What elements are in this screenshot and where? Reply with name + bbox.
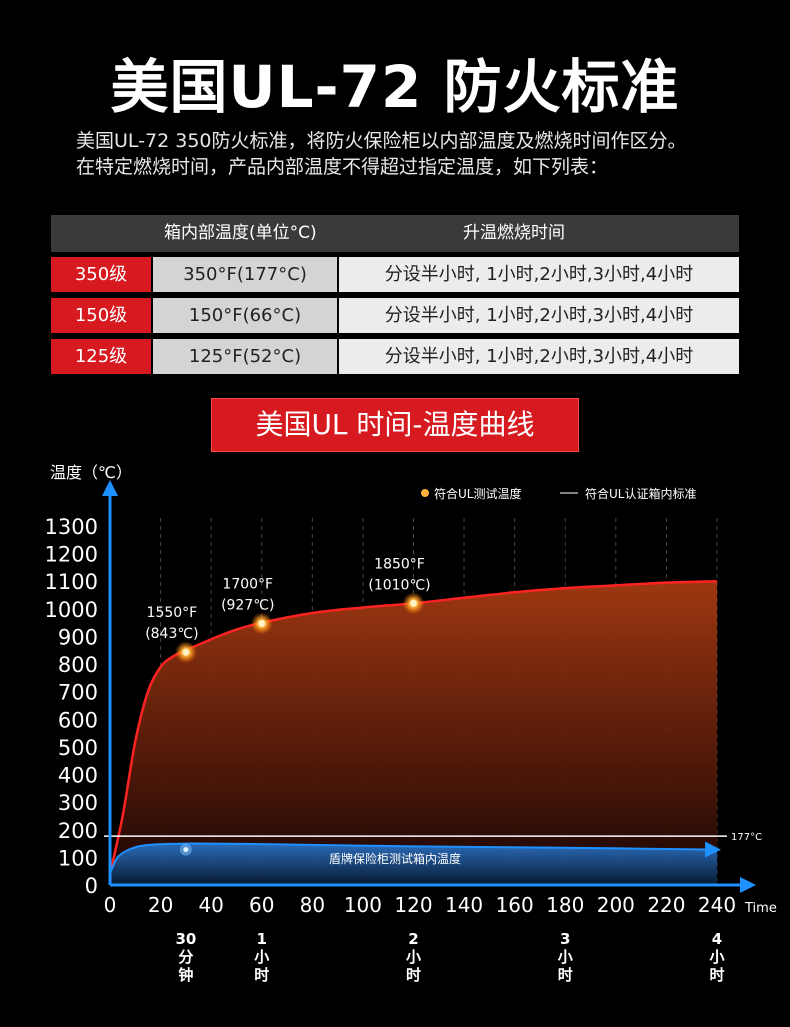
table-header-duration: 升温燃烧时间	[463, 223, 565, 243]
time-label-number: 30	[175, 930, 196, 948]
y-axis-arrow	[102, 480, 118, 496]
y-tick-label: 500	[58, 736, 98, 760]
intro-line-2: 在特定燃烧时间，产品内部温度不得超过指定温度，如下列表：	[76, 156, 609, 178]
inner-temp-area	[110, 843, 717, 885]
y-tick-label: 400	[58, 764, 98, 788]
y-tick-label: 1000	[45, 598, 98, 622]
time-label-unit: 小	[254, 948, 269, 966]
y-tick-label: 100	[58, 846, 98, 870]
table-row: 350级 350°F(177°C) 分设半小时, 1小时,2小时,3小时,4小时	[51, 257, 739, 292]
x-tick-label: 0	[104, 893, 117, 917]
threshold-label: 177°C	[731, 832, 762, 843]
y-tick-label: 0	[85, 874, 98, 898]
temp-cell: 350°F(177°C)	[153, 257, 337, 292]
time-label-unit: 时	[254, 966, 269, 984]
chart-banner: 美国UL 时间-温度曲线	[211, 398, 579, 452]
duration-cell: 分设半小时, 1小时,2小时,3小时,4小时	[339, 257, 739, 292]
inner-temp-line	[109, 841, 721, 875]
table-row: 125级 125°F(52°C) 分设半小时, 1小时,2小时,3小时,4小时	[51, 339, 739, 374]
time-label-unit: 钟	[178, 966, 193, 984]
annotation-label-f: 1700°F	[222, 576, 273, 592]
duration-cell: 分设半小时, 1小时,2小时,3小时,4小时	[339, 339, 739, 374]
level-cell: 150级	[51, 298, 151, 333]
x-axis-arrow	[740, 877, 756, 893]
x-tick-label: 200	[597, 893, 635, 917]
y-tick-label: 800	[58, 653, 98, 677]
time-label-unit: 时	[558, 966, 573, 984]
level-cell: 125级	[51, 339, 151, 374]
time-label-unit: 时	[709, 966, 724, 984]
inner-series-label: 盾牌保险柜测试箱内温度	[329, 851, 461, 866]
annotation-label-c: (843℃)	[145, 626, 198, 642]
legend-label-inner-standard: 符合UL认证箱内标准	[585, 486, 696, 501]
page-title: 美国UL-72 防火标准	[110, 53, 680, 121]
time-label-number: 3	[560, 930, 570, 948]
intro-text: 美国UL-72 350防火标准，将防火保险柜以内部温度及燃烧时间作区分。 在特定…	[76, 128, 776, 180]
y-tick-label: 1200	[45, 543, 98, 567]
y-tick-label: 700	[58, 681, 98, 705]
intro-line-1: 美国UL-72 350防火标准，将防火保险柜以内部温度及燃烧时间作区分。	[76, 130, 687, 152]
x-tick-label: 160	[496, 893, 534, 917]
annotation-label-c: (1010℃)	[368, 577, 430, 593]
time-label-number: 1	[257, 930, 267, 948]
annotation-label-f: 1850°F	[374, 556, 425, 572]
y-tick-label: 300	[58, 791, 98, 815]
x-tick-label: 180	[546, 893, 584, 917]
table-row: 150级 150°F(66°C) 分设半小时, 1小时,2小时,3小时,4小时	[51, 298, 739, 333]
annotation-label-c: (927℃)	[221, 597, 274, 613]
annotation-point	[410, 599, 417, 607]
temp-cell: 125°F(52°C)	[153, 339, 337, 374]
table-header-temp: 箱内部温度(单位°C)	[164, 223, 317, 243]
x-tick-label: 120	[394, 893, 432, 917]
level-cell: 350级	[51, 257, 151, 292]
x-tick-label: 60	[249, 893, 274, 917]
x-tick-label: 80	[300, 893, 325, 917]
annotation-point	[258, 619, 266, 627]
x-tick-label: 40	[198, 893, 223, 917]
time-label-unit: 小	[558, 948, 573, 966]
duration-cell: 分设半小时, 1小时,2小时,3小时,4小时	[339, 298, 739, 333]
annotation-label-f: 1550°F	[147, 605, 198, 621]
x-axis-label: Time	[744, 901, 777, 916]
time-label-unit: 小	[709, 948, 724, 966]
temp-cell: 150°F(66°C)	[153, 298, 337, 333]
x-tick-label: 20	[148, 893, 173, 917]
table-header: 箱内部温度(单位°C) 升温燃烧时间	[51, 215, 739, 252]
x-tick-label: 100	[344, 893, 382, 917]
legend-label-ul-temp: 符合UL测试温度	[434, 486, 521, 501]
y-tick-label: 1100	[45, 570, 98, 594]
y-tick-label: 1300	[45, 515, 98, 539]
time-label-number: 4	[712, 930, 722, 948]
y-tick-label: 900	[58, 625, 98, 649]
time-label-unit: 小	[406, 948, 421, 966]
y-axis-label: 温度（℃）	[50, 463, 132, 482]
y-tick-label: 200	[58, 819, 98, 843]
time-label-unit: 分	[178, 948, 193, 966]
x-tick-label: 220	[647, 893, 685, 917]
y-tick-label: 600	[58, 708, 98, 732]
legend-dot-marker	[421, 489, 429, 497]
time-label-unit: 时	[406, 966, 421, 984]
time-label-number: 2	[408, 930, 418, 948]
annotation-point	[182, 648, 190, 656]
inner-marker-point	[183, 847, 189, 853]
x-tick-label: 140	[445, 893, 483, 917]
furnace-temp-area	[110, 581, 717, 885]
x-tick-label: 240	[698, 893, 736, 917]
